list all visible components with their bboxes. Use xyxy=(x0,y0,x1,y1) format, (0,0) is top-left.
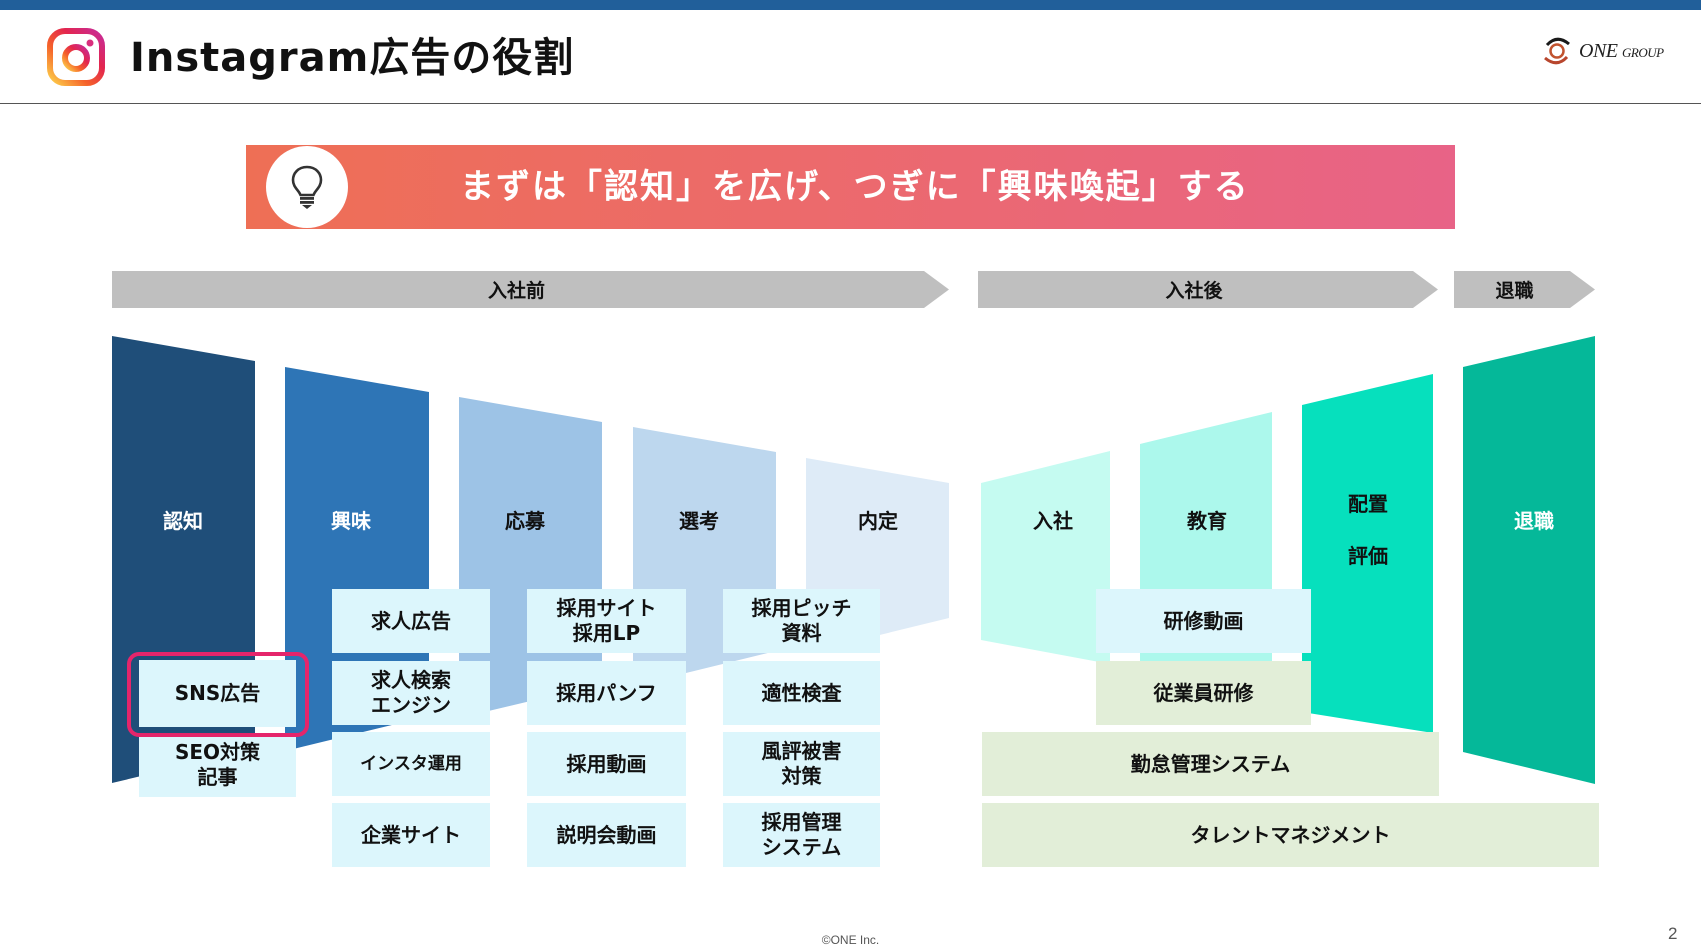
phase-label: 退職 xyxy=(1495,280,1534,302)
phase-pre-hire: 入社前 xyxy=(112,271,949,308)
stage-label-retirement: 退職 xyxy=(1514,509,1554,533)
tool-ats[interactable]: 採用管理 システム xyxy=(723,803,880,867)
tool-seo-articles[interactable]: SEO対策 記事 xyxy=(139,733,296,797)
copyright: ©ONE Inc. xyxy=(821,933,880,947)
stage-label-placement: 配置 xyxy=(1348,492,1388,516)
company-logo: ONE GROUP xyxy=(1541,36,1664,66)
logo-main: ONE xyxy=(1579,39,1618,62)
logo-sub: GROUP xyxy=(1622,44,1664,60)
tool-recruit-pamphlet[interactable]: 採用パンフ xyxy=(527,661,686,725)
stage-label-selection: 選考 xyxy=(679,509,719,533)
tool-instagram-operation[interactable]: インスタ運用 xyxy=(332,732,490,796)
sns-ads-highlight-frame xyxy=(127,652,309,737)
tool-training-video[interactable]: 研修動画 xyxy=(1096,589,1311,653)
tool-attendance-system[interactable]: 勤怠管理システム xyxy=(982,732,1439,796)
stage-label-offer: 内定 xyxy=(858,509,898,533)
banner-message: まずは「認知」を広げ、つぎに「興味喚起」する xyxy=(460,167,1250,207)
tool-reputation-defense[interactable]: 風評被害 対策 xyxy=(723,732,880,796)
stage-joining-shape xyxy=(981,451,1110,664)
tool-recruit-video[interactable]: 採用動画 xyxy=(527,732,686,796)
logo-swirl-icon xyxy=(1544,37,1570,65)
phase-retirement: 退職 xyxy=(1454,271,1595,308)
tool-talent-management[interactable]: タレントマネジメント xyxy=(982,803,1599,867)
stage-education-shape xyxy=(1140,412,1272,700)
stage-placement-shape xyxy=(1302,374,1433,733)
phase-label: 入社後 xyxy=(1165,280,1223,302)
stage-label-awareness: 認知 xyxy=(163,509,203,533)
tool-job-ads[interactable]: 求人広告 xyxy=(332,589,490,653)
phase-label: 入社前 xyxy=(487,280,545,302)
tool-aptitude-test[interactable]: 適性検査 xyxy=(723,661,880,725)
page-title: Instagram広告の役割 xyxy=(130,35,575,81)
lightbulb-circle xyxy=(266,146,348,228)
stage-label-joining: 入社 xyxy=(1033,509,1073,533)
message-banner xyxy=(246,145,1455,229)
top-accent-bar xyxy=(0,0,1701,10)
lightbulb-icon xyxy=(291,165,323,209)
tool-job-search-engine[interactable]: 求人検索 エンジン xyxy=(332,661,490,725)
tool-employee-training[interactable]: 従業員研修 xyxy=(1096,661,1311,725)
tool-briefing-video[interactable]: 説明会動画 xyxy=(527,803,686,867)
tool-recruit-site-lp[interactable]: 採用サイト 採用LP xyxy=(527,589,686,653)
stage-retirement-shape xyxy=(1463,336,1595,784)
tool-sns-ads[interactable]: SNS広告 xyxy=(139,660,296,727)
instagram-icon xyxy=(46,27,106,87)
stage-label-application: 応募 xyxy=(505,509,545,533)
page-number: 2 xyxy=(1668,924,1678,943)
stage-label-evaluation: 評価 xyxy=(1348,544,1388,568)
tool-pitch-deck[interactable]: 採用ピッチ 資料 xyxy=(723,589,880,653)
tool-corporate-site[interactable]: 企業サイト xyxy=(332,803,490,867)
header-divider xyxy=(0,103,1701,104)
stage-interest-shape xyxy=(285,367,429,751)
stage-label-education: 教育 xyxy=(1187,509,1227,533)
phase-post-hire: 入社後 xyxy=(978,271,1438,308)
stage-label-interest: 興味 xyxy=(331,509,371,533)
